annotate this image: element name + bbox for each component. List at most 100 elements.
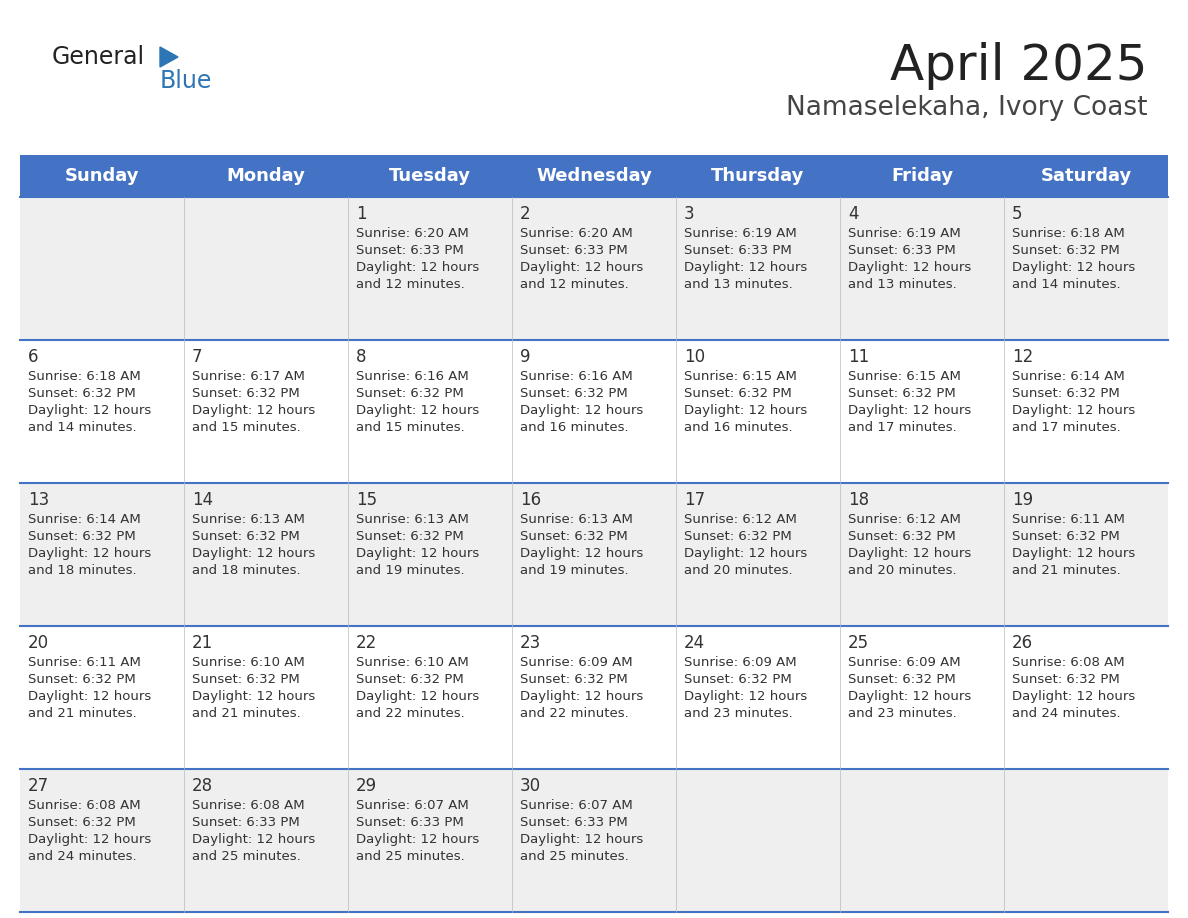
Text: Sunset: 6:32 PM: Sunset: 6:32 PM	[684, 673, 791, 686]
Text: 11: 11	[848, 348, 870, 366]
Text: Sunrise: 6:14 AM: Sunrise: 6:14 AM	[29, 513, 140, 526]
Text: 1: 1	[356, 205, 367, 223]
Bar	[20, 155, 1168, 197]
Text: Saturday: Saturday	[1041, 167, 1132, 185]
Text: Sunset: 6:32 PM: Sunset: 6:32 PM	[1012, 530, 1120, 543]
Text: Sunset: 6:32 PM: Sunset: 6:32 PM	[848, 530, 956, 543]
Text: Daylight: 12 hours: Daylight: 12 hours	[684, 404, 808, 417]
Text: and 17 minutes.: and 17 minutes.	[1012, 421, 1120, 434]
Text: 9: 9	[520, 348, 531, 366]
Text: Sunset: 6:33 PM: Sunset: 6:33 PM	[684, 244, 791, 257]
Text: Sunset: 6:32 PM: Sunset: 6:32 PM	[356, 387, 463, 400]
Text: Monday: Monday	[227, 167, 305, 185]
Text: 22: 22	[356, 634, 378, 652]
Text: Daylight: 12 hours: Daylight: 12 hours	[192, 690, 315, 703]
Text: 15: 15	[356, 491, 377, 509]
Text: 24: 24	[684, 634, 706, 652]
Text: Sunrise: 6:10 AM: Sunrise: 6:10 AM	[192, 656, 305, 669]
Text: Daylight: 12 hours: Daylight: 12 hours	[29, 690, 151, 703]
Text: Friday: Friday	[891, 167, 953, 185]
Text: and 24 minutes.: and 24 minutes.	[1012, 707, 1120, 720]
Text: Sunset: 6:32 PM: Sunset: 6:32 PM	[520, 387, 627, 400]
Text: Daylight: 12 hours: Daylight: 12 hours	[520, 261, 643, 274]
Text: Daylight: 12 hours: Daylight: 12 hours	[684, 547, 808, 560]
Text: 29: 29	[356, 777, 377, 795]
Text: and 16 minutes.: and 16 minutes.	[520, 421, 628, 434]
Text: Daylight: 12 hours: Daylight: 12 hours	[1012, 690, 1136, 703]
Text: Sunrise: 6:12 AM: Sunrise: 6:12 AM	[848, 513, 961, 526]
Text: Sunset: 6:32 PM: Sunset: 6:32 PM	[356, 530, 463, 543]
Text: Sunset: 6:32 PM: Sunset: 6:32 PM	[29, 387, 135, 400]
Text: and 17 minutes.: and 17 minutes.	[848, 421, 956, 434]
Text: Sunrise: 6:14 AM: Sunrise: 6:14 AM	[1012, 370, 1125, 383]
Text: Namaselekaha, Ivory Coast: Namaselekaha, Ivory Coast	[786, 95, 1148, 121]
Text: Daylight: 12 hours: Daylight: 12 hours	[356, 833, 479, 846]
Text: Daylight: 12 hours: Daylight: 12 hours	[356, 547, 479, 560]
Text: Sunrise: 6:15 AM: Sunrise: 6:15 AM	[684, 370, 797, 383]
Text: Daylight: 12 hours: Daylight: 12 hours	[192, 833, 315, 846]
Text: and 18 minutes.: and 18 minutes.	[192, 564, 301, 577]
Text: Sunrise: 6:08 AM: Sunrise: 6:08 AM	[192, 799, 304, 812]
Text: Wednesday: Wednesday	[536, 167, 652, 185]
Text: Daylight: 12 hours: Daylight: 12 hours	[684, 690, 808, 703]
Text: 5: 5	[1012, 205, 1023, 223]
Text: and 15 minutes.: and 15 minutes.	[356, 421, 465, 434]
Text: Sunrise: 6:16 AM: Sunrise: 6:16 AM	[356, 370, 469, 383]
Text: and 15 minutes.: and 15 minutes.	[192, 421, 301, 434]
Text: Sunrise: 6:20 AM: Sunrise: 6:20 AM	[356, 227, 469, 240]
Text: Daylight: 12 hours: Daylight: 12 hours	[356, 404, 479, 417]
Bar	[20, 340, 1168, 483]
Text: and 21 minutes.: and 21 minutes.	[192, 707, 301, 720]
Text: 18: 18	[848, 491, 870, 509]
Text: 13: 13	[29, 491, 49, 509]
Text: Sunday: Sunday	[65, 167, 139, 185]
Text: 4: 4	[848, 205, 859, 223]
Text: Sunrise: 6:11 AM: Sunrise: 6:11 AM	[1012, 513, 1125, 526]
Text: General: General	[52, 45, 145, 69]
Text: 10: 10	[684, 348, 706, 366]
Text: Sunrise: 6:16 AM: Sunrise: 6:16 AM	[520, 370, 633, 383]
Text: Daylight: 12 hours: Daylight: 12 hours	[356, 690, 479, 703]
Text: Sunrise: 6:17 AM: Sunrise: 6:17 AM	[192, 370, 305, 383]
Text: 23: 23	[520, 634, 542, 652]
Text: Sunset: 6:32 PM: Sunset: 6:32 PM	[1012, 387, 1120, 400]
Text: Daylight: 12 hours: Daylight: 12 hours	[29, 833, 151, 846]
Text: Sunrise: 6:13 AM: Sunrise: 6:13 AM	[192, 513, 305, 526]
Text: Daylight: 12 hours: Daylight: 12 hours	[356, 261, 479, 274]
Text: Sunrise: 6:07 AM: Sunrise: 6:07 AM	[520, 799, 633, 812]
Text: and 25 minutes.: and 25 minutes.	[356, 850, 465, 863]
Text: and 20 minutes.: and 20 minutes.	[684, 564, 792, 577]
Text: Daylight: 12 hours: Daylight: 12 hours	[192, 404, 315, 417]
Text: 27: 27	[29, 777, 49, 795]
Text: Sunset: 6:32 PM: Sunset: 6:32 PM	[520, 673, 627, 686]
Text: Daylight: 12 hours: Daylight: 12 hours	[848, 547, 972, 560]
Text: Daylight: 12 hours: Daylight: 12 hours	[192, 547, 315, 560]
Text: Sunrise: 6:11 AM: Sunrise: 6:11 AM	[29, 656, 141, 669]
Text: Sunrise: 6:13 AM: Sunrise: 6:13 AM	[520, 513, 633, 526]
Text: Sunset: 6:32 PM: Sunset: 6:32 PM	[684, 530, 791, 543]
Text: Sunrise: 6:09 AM: Sunrise: 6:09 AM	[684, 656, 797, 669]
Text: April 2025: April 2025	[891, 42, 1148, 90]
Text: Blue: Blue	[160, 69, 213, 93]
Text: 19: 19	[1012, 491, 1034, 509]
Text: Daylight: 12 hours: Daylight: 12 hours	[520, 833, 643, 846]
Text: and 23 minutes.: and 23 minutes.	[848, 707, 956, 720]
Text: Sunset: 6:33 PM: Sunset: 6:33 PM	[356, 244, 463, 257]
Text: Daylight: 12 hours: Daylight: 12 hours	[1012, 404, 1136, 417]
Bar	[20, 197, 1168, 340]
Text: Sunrise: 6:08 AM: Sunrise: 6:08 AM	[29, 799, 140, 812]
Text: Sunrise: 6:09 AM: Sunrise: 6:09 AM	[848, 656, 961, 669]
Text: Sunset: 6:32 PM: Sunset: 6:32 PM	[684, 387, 791, 400]
Text: Daylight: 12 hours: Daylight: 12 hours	[520, 547, 643, 560]
Bar	[20, 626, 1168, 769]
Text: 6: 6	[29, 348, 38, 366]
Text: Daylight: 12 hours: Daylight: 12 hours	[520, 690, 643, 703]
Text: Sunset: 6:32 PM: Sunset: 6:32 PM	[192, 387, 299, 400]
Text: Sunrise: 6:15 AM: Sunrise: 6:15 AM	[848, 370, 961, 383]
Text: and 14 minutes.: and 14 minutes.	[1012, 278, 1120, 291]
Text: Sunset: 6:33 PM: Sunset: 6:33 PM	[192, 816, 299, 829]
Text: and 19 minutes.: and 19 minutes.	[520, 564, 628, 577]
Text: 20: 20	[29, 634, 49, 652]
Text: and 16 minutes.: and 16 minutes.	[684, 421, 792, 434]
Text: and 23 minutes.: and 23 minutes.	[684, 707, 792, 720]
